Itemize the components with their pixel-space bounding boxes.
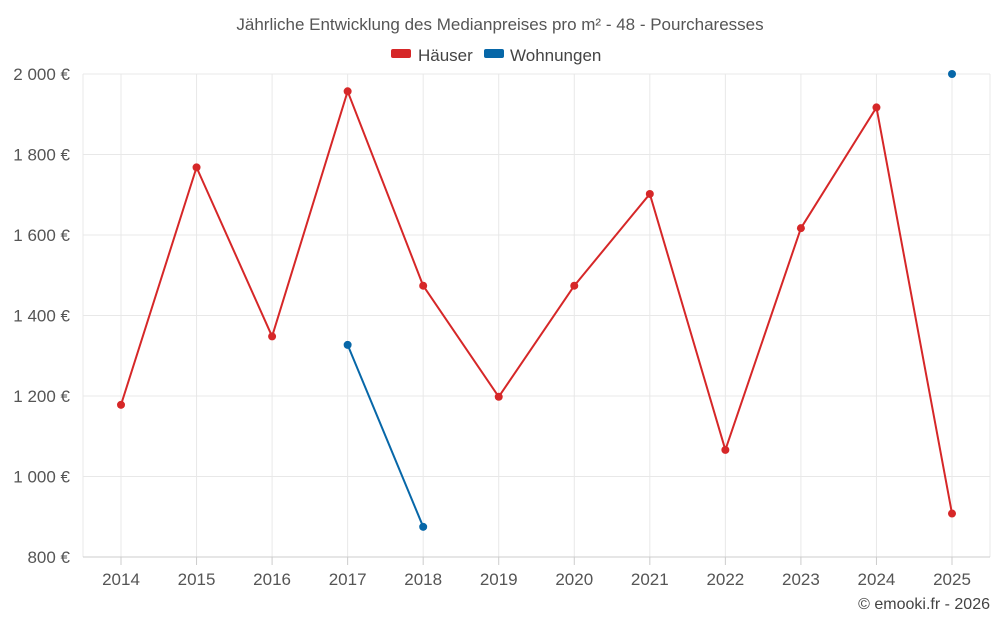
data-point-haeuser[interactable] [645,189,654,198]
x-tick-label: 2016 [253,570,291,589]
data-point-haeuser[interactable] [721,445,730,454]
x-tick-label: 2023 [782,570,820,589]
legend-label-haeuser: Häuser [418,46,473,65]
x-tick-label: 2025 [933,570,971,589]
legend-label-wohnungen: Wohnungen [510,46,601,65]
series [117,70,956,531]
y-tick-label: 1 800 € [13,146,70,165]
data-point-haeuser[interactable] [872,103,881,112]
credit-text: © emooki.fr - 2026 [858,596,990,613]
x-tick-label: 2018 [404,570,442,589]
legend[interactable]: Häuser Wohnungen [391,46,601,65]
data-point-wohnungen[interactable] [343,340,352,349]
y-tick-label: 1 400 € [13,307,70,326]
data-point-haeuser[interactable] [796,224,805,233]
data-point-haeuser[interactable] [268,332,277,341]
y-tick-label: 1 200 € [13,387,70,406]
grid [82,73,991,557]
data-point-haeuser[interactable] [117,400,125,409]
data-point-haeuser[interactable] [948,509,956,518]
x-tick-label: 2014 [102,570,140,589]
legend-item-haeuser[interactable]: Häuser [391,46,473,65]
series-line-wohnungen [346,344,425,528]
y-tick-label: 1 000 € [13,468,70,487]
data-point-haeuser[interactable] [343,87,352,96]
data-point-wohnungen[interactable] [948,70,956,78]
legend-swatch-haeuser [391,49,411,58]
x-tick-label: 2021 [631,570,669,589]
data-point-wohnungen[interactable] [419,522,428,531]
y-tick-label: 2 000 € [13,65,70,84]
x-tick-label: 2022 [706,570,744,589]
x-tick-label: 2020 [555,570,593,589]
legend-swatch-wohnungen [484,49,504,58]
x-tick-label: 2024 [858,570,896,589]
data-point-haeuser[interactable] [494,392,503,401]
x-tick-label: 2019 [480,570,518,589]
y-tick-label: 1 600 € [13,226,70,245]
chart-title: Jährliche Entwicklung des Medianpreises … [236,15,763,34]
data-point-haeuser[interactable] [192,163,201,172]
legend-item-wohnungen[interactable]: Wohnungen [484,46,601,65]
data-point-haeuser[interactable] [570,281,579,290]
x-tick-label: 2015 [178,570,216,589]
series-line-haeuser [120,90,953,514]
data-point-haeuser[interactable] [419,281,428,290]
y-tick-label: 800 € [27,548,70,567]
axes: 800 € 1 000 € 1 200 € 1 400 € 1 600 € 1 800 €… [13,65,990,589]
x-tick-label: 2017 [329,570,367,589]
